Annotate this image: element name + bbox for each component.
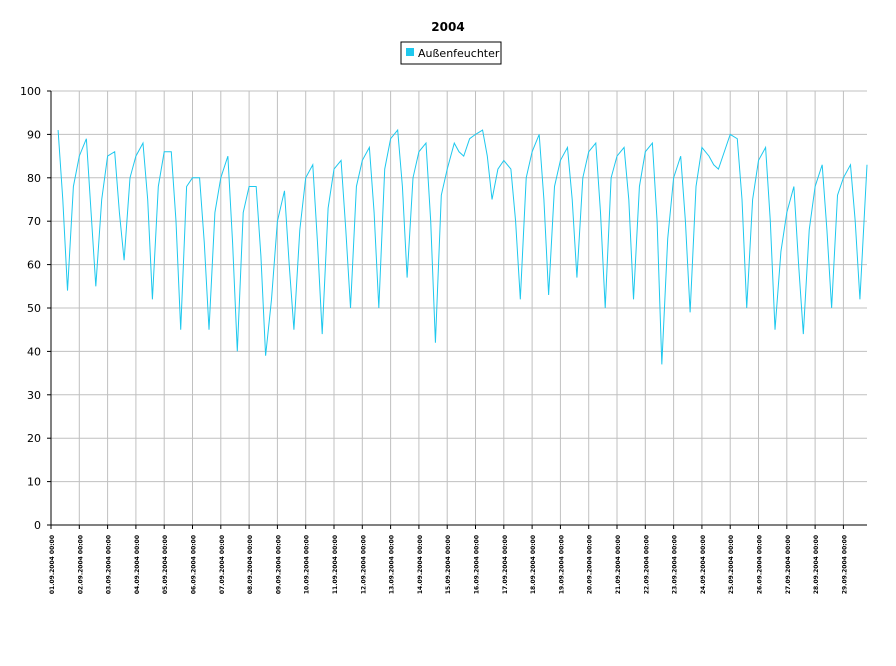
legend-box: [400, 41, 502, 65]
x-tick-label: 12.09.2004 00:00: [360, 535, 367, 594]
y-tick-label: 50: [27, 302, 41, 315]
legend-swatch: [406, 48, 414, 56]
x-tick-label: 24.09.2004 00:00: [700, 535, 707, 594]
x-tick-label: 09.09.2004 00:00: [275, 535, 282, 594]
y-tick-label: 100: [20, 85, 41, 98]
chart-title: 2004: [431, 20, 464, 34]
x-tick-label: 11.09.2004 00:00: [332, 535, 339, 594]
x-tick-label: 21.09.2004 00:00: [615, 535, 622, 594]
y-tick-label: 30: [27, 389, 41, 402]
x-tick-label: 01.09.2004 00:00: [49, 535, 56, 594]
x-tick-label: 26.09.2004 00:00: [757, 535, 764, 594]
y-tick-label: 60: [27, 259, 41, 272]
x-tick-label: 19.09.2004 00:00: [558, 535, 565, 594]
y-tick-label: 90: [27, 128, 41, 141]
x-tick-label: 27.09.2004 00:00: [785, 535, 792, 594]
x-tick-label: 23.09.2004 00:00: [672, 535, 679, 594]
y-tick-label: 20: [27, 432, 41, 445]
y-tick-label: 80: [27, 172, 41, 185]
x-tick-label: 13.09.2004 00:00: [389, 535, 396, 594]
x-tick-label: 14.09.2004 00:00: [417, 535, 424, 594]
y-tick-label: 70: [27, 215, 41, 228]
x-tick-label: 17.09.2004 00:00: [502, 535, 509, 594]
x-tick-label: 25.09.2004 00:00: [728, 535, 735, 594]
x-tick-label: 29.09.2004 00:00: [841, 535, 848, 594]
x-tick-label: 07.09.2004 00:00: [219, 535, 226, 594]
y-tick-label: 10: [27, 476, 41, 489]
x-tick-label: 18.09.2004 00:00: [530, 535, 537, 594]
x-tick-label: 04.09.2004 00:00: [134, 535, 141, 594]
x-tick-label: 08.09.2004 00:00: [247, 535, 254, 594]
x-tick-label: 22.09.2004 00:00: [643, 535, 650, 594]
y-tick-label: 40: [27, 345, 41, 358]
x-tick-label: 02.09.2004 00:00: [77, 535, 84, 594]
x-tick-label: 03.09.2004 00:00: [106, 535, 113, 594]
x-tick-label: 06.09.2004 00:00: [191, 535, 198, 594]
x-tick-label: 20.09.2004 00:00: [587, 535, 594, 594]
x-tick-label: 10.09.2004 00:00: [304, 535, 311, 594]
data-line: [57, 128, 868, 365]
x-tick-label: 16.09.2004 00:00: [474, 535, 481, 594]
y-tick-label: 0: [34, 519, 41, 532]
x-tick-label: 05.09.2004 00:00: [162, 535, 169, 594]
legend-label: Außenfeuchter: [418, 47, 500, 60]
x-tick-label: 28.09.2004 00:00: [813, 535, 820, 594]
x-tick-label: 15.09.2004 00:00: [445, 535, 452, 594]
